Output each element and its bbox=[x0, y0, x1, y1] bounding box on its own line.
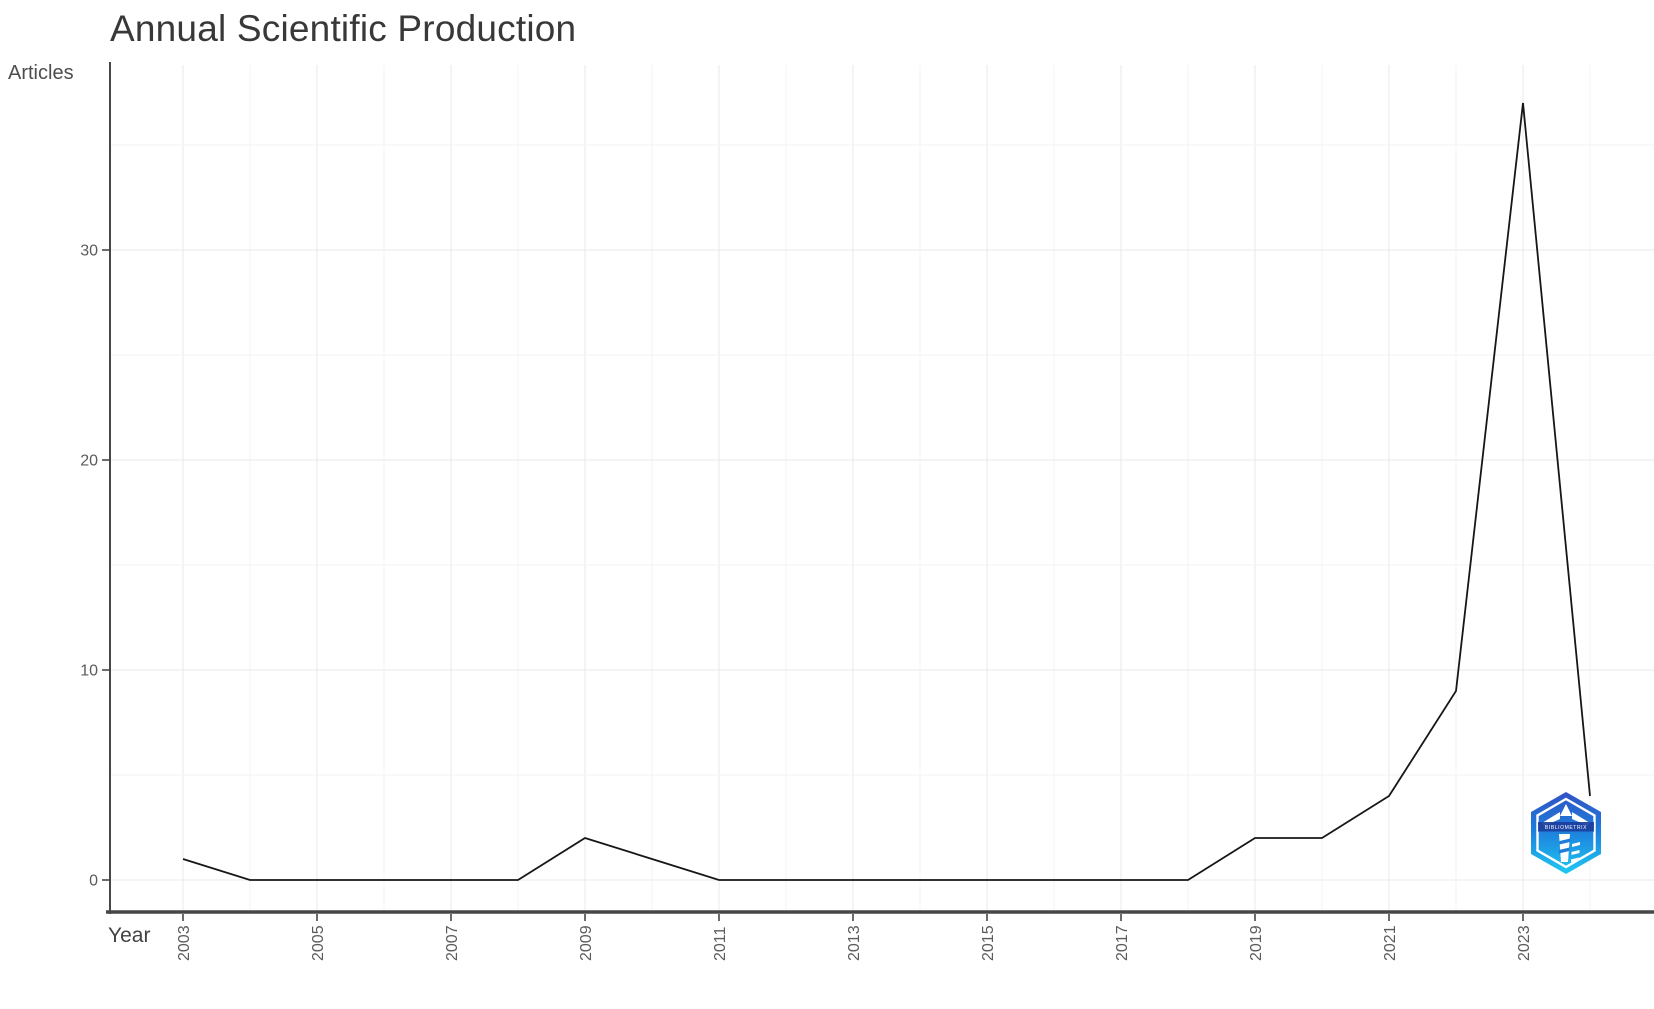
x-tick-label: 2013 bbox=[846, 925, 863, 961]
y-tick-label: 0 bbox=[89, 873, 98, 890]
x-axis-title: Year bbox=[108, 924, 151, 947]
x-tick-label: 2003 bbox=[176, 925, 193, 961]
x-tick-label: 2015 bbox=[980, 925, 997, 961]
logo-band-text: BIBLIOMETRIX bbox=[1545, 825, 1587, 831]
logo-tower-stripe-2 bbox=[1558, 847, 1570, 854]
chart-title: Annual Scientific Production bbox=[110, 8, 577, 49]
x-tick-label: 2009 bbox=[578, 925, 595, 961]
bibliometrix-logo: BIBLIOMETRIX bbox=[1531, 792, 1601, 874]
y-tick-label: 10 bbox=[80, 663, 98, 680]
x-tick-label: 2007 bbox=[444, 925, 461, 961]
logo-tower-stripe-1 bbox=[1559, 838, 1571, 845]
logo-inner-hexagon bbox=[1536, 797, 1596, 869]
x-tick-label: 2019 bbox=[1248, 925, 1265, 961]
x-tick-label: 2005 bbox=[310, 925, 327, 961]
y-tick-label: 20 bbox=[80, 453, 98, 470]
logo-beacon-icon bbox=[1560, 804, 1572, 816]
logo-stripe-right-2 bbox=[1571, 850, 1580, 855]
logo-hexagon bbox=[1531, 792, 1601, 874]
logo-stripe-right-3 bbox=[1571, 857, 1579, 863]
y-axis-title: Articles bbox=[8, 62, 74, 84]
y-tick-label: 30 bbox=[80, 243, 98, 260]
articles-line-series bbox=[182, 102, 1591, 881]
x-tick-label: 2011 bbox=[712, 926, 729, 961]
logo-band bbox=[1538, 822, 1594, 832]
logo-stripe-right-1 bbox=[1572, 842, 1580, 847]
x-tick-label: 2021 bbox=[1382, 925, 1399, 961]
x-tick-label: 2023 bbox=[1516, 925, 1533, 961]
x-tick-label: 2017 bbox=[1114, 925, 1131, 961]
